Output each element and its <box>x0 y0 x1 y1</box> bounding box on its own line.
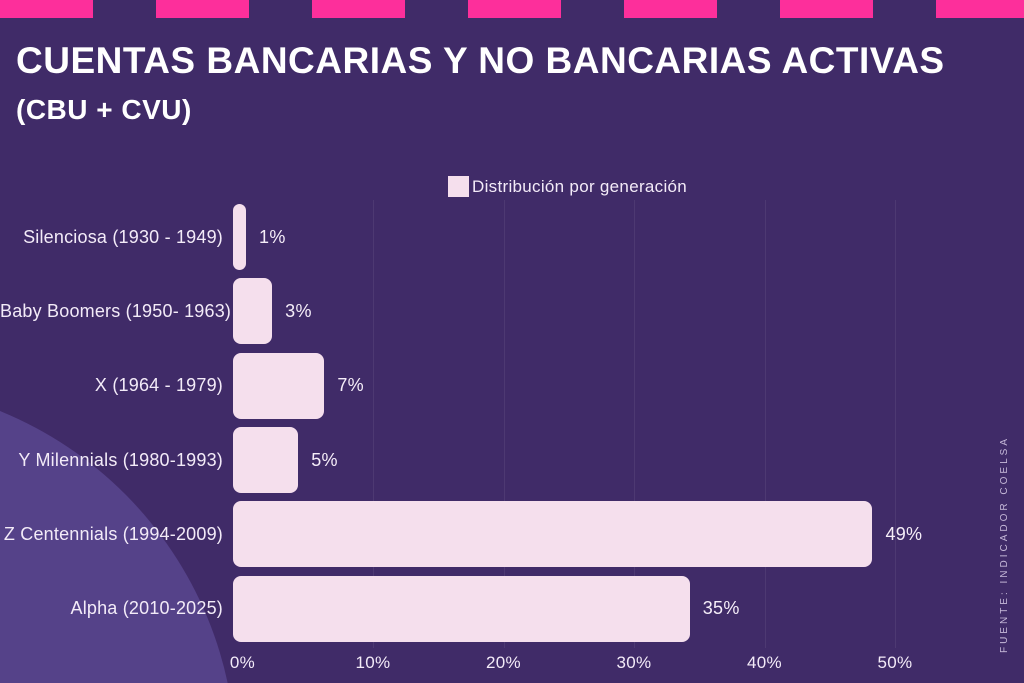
page-title: CUENTAS BANCARIAS Y NO BANCARIAS ACTIVAS <box>16 40 945 81</box>
bar <box>233 427 299 494</box>
category-label: X (1964 - 1979) <box>94 375 223 396</box>
x-axis-tick-label: 30% <box>616 653 652 672</box>
bar-row: Z Centennials (1994-2009) 49% <box>0 497 1000 571</box>
bar <box>233 501 873 568</box>
bar-row: X (1964 - 1979) 7% <box>0 349 1000 423</box>
bar-value-label: 1% <box>259 226 286 247</box>
legend-label: Distribución por generación <box>472 176 688 196</box>
gridline <box>764 200 766 648</box>
bar-row: Y Milennials (1980-1993) 5% <box>0 423 1000 497</box>
bar-rows: Silenciosa (1930 - 1949) 1% Baby Boomers (… <box>0 200 1000 646</box>
category-label: Silenciosa (1930 - 1949) <box>23 226 223 247</box>
category-label: Baby Boomers (1950- 1963) <box>0 300 232 321</box>
gridline <box>895 200 896 648</box>
top-stripe-pattern <box>0 0 1024 18</box>
x-axis-tick-label: 10% <box>355 653 391 672</box>
x-axis: 0% 10% 20% 30% 40% 50% <box>0 653 1024 677</box>
bar <box>233 204 247 271</box>
gridline <box>503 200 505 648</box>
bar-row: Silenciosa (1930 - 1949) 1% <box>0 200 1000 274</box>
gridline <box>634 200 635 648</box>
x-axis-tick-label: 0% <box>229 653 256 672</box>
bar-value-label: 49% <box>885 523 923 544</box>
bar-value-label: 35% <box>702 598 740 619</box>
category-label: Y Milennials (1980-1993) <box>18 449 223 470</box>
bar <box>233 278 273 345</box>
gridline <box>373 200 374 648</box>
page-subtitle: (CBU + CVU) <box>16 94 192 125</box>
source-note: FUENTE: INDICADOR COELSA <box>999 435 1010 653</box>
bar-track: 49% <box>233 497 1000 571</box>
bar-row: Alpha (2010-2025) 35% <box>0 572 1000 646</box>
category-label: Alpha (2010-2025) <box>70 598 223 619</box>
x-axis-tick-label: 40% <box>747 653 782 672</box>
bar-track: 5% <box>233 423 1000 497</box>
x-axis-tick-label: 50% <box>877 653 913 672</box>
bar <box>233 352 325 419</box>
bar-track: 1% <box>233 200 1000 274</box>
bar-row: Baby Boomers (1950- 1963) 3% <box>0 274 1000 348</box>
bar-value-label: 5% <box>311 449 338 470</box>
bar-value-label: 7% <box>337 375 364 396</box>
bar-value-label: 3% <box>285 300 312 321</box>
bar-track: 35% <box>233 572 1000 646</box>
category-label: Z Centennials (1994-2009) <box>3 523 223 544</box>
bar-track: 7% <box>233 349 1000 423</box>
bar <box>233 575 690 642</box>
legend-swatch-icon <box>448 176 469 197</box>
chart-legend: Distribución por generación <box>448 176 687 197</box>
x-axis-tick-label: 20% <box>486 653 521 672</box>
bar-track: 3% <box>233 274 1000 348</box>
